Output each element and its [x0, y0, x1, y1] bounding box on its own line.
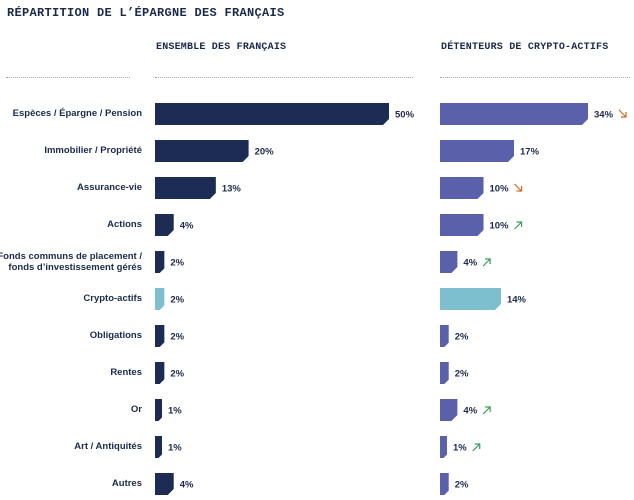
right-bar: [440, 251, 458, 273]
divider-labels: [6, 77, 130, 78]
left-value-label: 2%: [170, 295, 184, 306]
right-bar: [440, 399, 458, 421]
right-value-label: 4%: [463, 406, 477, 417]
left-value-label: 50%: [395, 110, 415, 121]
left-value-label: 2%: [170, 369, 184, 380]
category-label: Autres: [111, 478, 142, 489]
category-label: Or: [130, 404, 142, 415]
divider-left-panel: [155, 77, 413, 78]
trend-up-arrow-icon: [472, 443, 481, 452]
left-value-label: 13%: [222, 184, 242, 195]
right-value-label: 2%: [455, 332, 469, 343]
left-bar: [155, 214, 174, 236]
left-bar: [155, 362, 165, 384]
left-value-label: 2%: [170, 258, 184, 269]
left-bar: [155, 399, 162, 421]
right-value-label: 17%: [520, 147, 540, 158]
category-label: Assurance-vie: [77, 182, 142, 193]
left-value-label: 20%: [255, 147, 275, 158]
left-bar: [155, 473, 174, 495]
left-value-label: 1%: [168, 406, 182, 417]
trend-down-arrow-icon: [514, 183, 523, 192]
trend-up-arrow-icon: [482, 406, 491, 415]
trend-up-arrow-icon: [514, 221, 523, 230]
left-bar: [155, 288, 165, 310]
left-bar: [155, 436, 162, 458]
left-bar: [155, 325, 165, 347]
right-value-label: 34%: [594, 110, 614, 121]
left-bar: [155, 103, 389, 125]
right-bar: [440, 473, 449, 495]
category-label: Fonds communs de placement / fonds d’inve…: [0, 251, 142, 273]
right-bar: [440, 436, 447, 458]
category-label: Immobilier / Propriété: [44, 145, 142, 156]
trend-up-arrow-icon: [482, 258, 491, 267]
category-label: Crypto-actifs: [83, 293, 142, 304]
left-bar: [155, 251, 165, 273]
trend-down-arrow-icon: [618, 109, 627, 118]
right-value-label: 10%: [490, 221, 510, 232]
right-bar: [440, 103, 588, 125]
left-bar: [155, 177, 216, 199]
right-value-label: 2%: [455, 480, 469, 491]
divider-right-panel: [440, 77, 630, 78]
right-value-label: 1%: [453, 443, 467, 454]
right-bar: [440, 214, 484, 236]
chart-title: RÉPARTITION DE L’ÉPARGNE DES FRANÇAIS: [7, 6, 285, 20]
right-bar: [440, 362, 449, 384]
right-value-label: 2%: [455, 369, 469, 380]
category-label: Actions: [107, 219, 142, 230]
left-value-label: 4%: [180, 480, 194, 491]
right-bar: [440, 140, 514, 162]
category-label: Art / Antiquités: [74, 441, 142, 452]
left-panel-title: ENSEMBLE DES FRANÇAIS: [156, 42, 287, 53]
right-bar: [440, 177, 484, 199]
right-value-label: 4%: [463, 258, 477, 269]
category-label: Espèces / Épargne / Pension: [12, 108, 142, 119]
right-value-label: 14%: [507, 295, 527, 306]
right-panel-title: DÉTENTEURS DE CRYPTO-ACTIFS: [441, 42, 609, 53]
left-bar: [155, 140, 249, 162]
category-label: Rentes: [110, 367, 142, 378]
right-bar: [440, 288, 501, 310]
left-value-label: 1%: [168, 443, 182, 454]
left-value-label: 4%: [180, 221, 194, 232]
right-value-label: 10%: [490, 184, 510, 195]
right-bar: [440, 325, 449, 347]
category-label: Obligations: [89, 330, 142, 341]
left-value-label: 2%: [170, 332, 184, 343]
